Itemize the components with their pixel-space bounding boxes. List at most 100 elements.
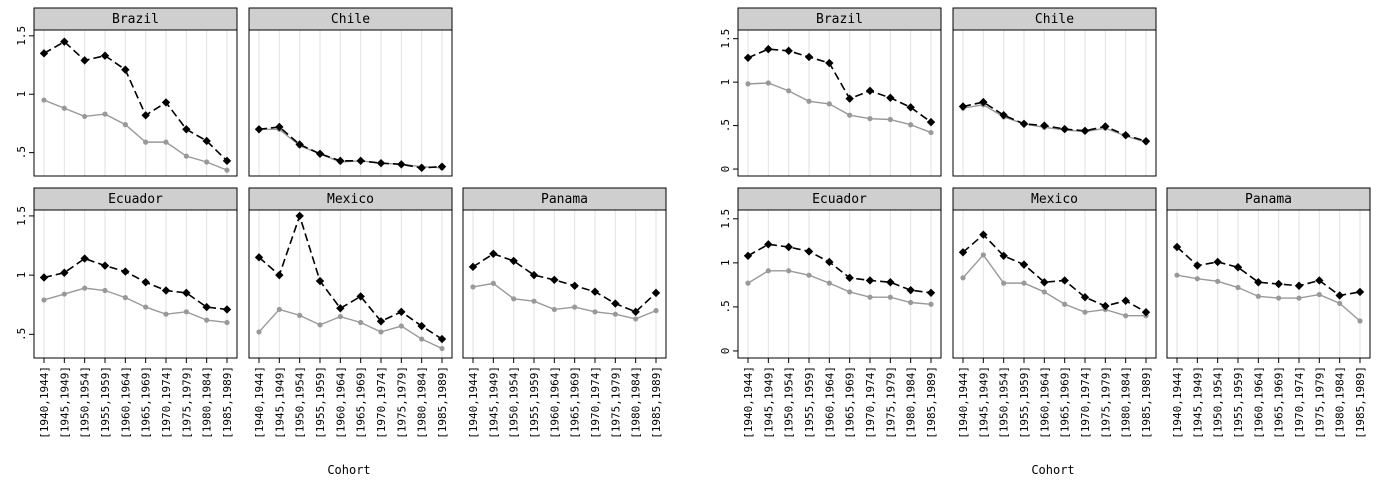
point-solid xyxy=(1041,289,1047,295)
point-dashed xyxy=(254,253,264,262)
point-solid xyxy=(847,289,853,295)
point-dashed xyxy=(1254,278,1263,287)
point-dashed xyxy=(80,56,89,65)
point-solid xyxy=(183,309,189,315)
point-dashed xyxy=(825,257,834,267)
point-dashed xyxy=(1294,281,1304,290)
panel-title: Panama xyxy=(541,192,588,207)
point-dashed xyxy=(784,46,793,56)
x-tick-label: [1950,1954] xyxy=(508,366,521,439)
x-tick-label: [1980,1984] xyxy=(201,366,214,439)
series-line-solid xyxy=(43,287,228,324)
point-solid xyxy=(490,280,496,287)
x-tick-label: [1975,1979] xyxy=(180,366,193,439)
x-tick-label: [1960,1964] xyxy=(119,366,132,439)
point-solid xyxy=(1194,276,1200,282)
x-tick-label: [1970,1974] xyxy=(1079,366,1092,439)
x-axis-title: Cohort xyxy=(327,463,370,477)
point-dashed xyxy=(417,163,426,173)
y-tick-label: 1.5 xyxy=(719,29,732,49)
x-tick-label: [1945,1949] xyxy=(977,366,990,439)
point-dashed xyxy=(417,321,426,331)
x-tick-label: [1940,1944] xyxy=(957,366,970,439)
x-tick-label: [1985,1989] xyxy=(1354,366,1367,439)
point-solid xyxy=(1062,301,1068,307)
x-tick-label: [1980,1984] xyxy=(1120,366,1133,439)
point-dashed xyxy=(141,111,150,120)
point-dashed xyxy=(590,287,600,296)
point-solid xyxy=(887,294,893,300)
point-solid xyxy=(765,80,771,86)
x-tick-label: [1950,1954] xyxy=(783,366,796,439)
x-tick-label: [1980,1984] xyxy=(905,366,918,439)
x-tick-label: [1980,1984] xyxy=(1334,366,1347,439)
panel-title: Brazil xyxy=(816,12,863,27)
point-dashed xyxy=(295,140,304,149)
plot-frame xyxy=(33,29,238,177)
x-tick-label: [1945,1949] xyxy=(58,366,71,439)
series-line-dashed xyxy=(43,257,228,311)
plot-frame xyxy=(952,209,1157,359)
point-solid xyxy=(806,272,812,278)
point-dashed xyxy=(437,334,447,344)
point-solid xyxy=(82,285,88,291)
point-dashed xyxy=(275,122,284,132)
point-solid xyxy=(826,280,832,286)
point-dashed xyxy=(529,270,539,280)
point-solid xyxy=(612,311,618,317)
point-solid xyxy=(1021,280,1027,286)
point-dashed xyxy=(1141,307,1151,317)
point-solid xyxy=(1235,284,1241,291)
point-solid xyxy=(806,98,812,104)
x-tick-label: [1960,1964] xyxy=(823,366,836,439)
x-tick-label: [1970,1974] xyxy=(375,366,388,439)
x-tick-label: [1955,1959] xyxy=(1232,366,1245,439)
point-dashed xyxy=(764,240,773,249)
point-dashed xyxy=(1080,293,1090,302)
point-solid xyxy=(276,306,282,313)
point-dashed xyxy=(1060,124,1069,134)
y-tick-label: .5 xyxy=(719,300,732,313)
x-tick-label: [1970,1974] xyxy=(1293,366,1306,439)
point-dashed xyxy=(202,302,211,312)
series-line-solid xyxy=(259,128,443,169)
point-dashed xyxy=(1040,278,1049,287)
point-dashed xyxy=(570,281,579,290)
x-tick-label: [1945,1949] xyxy=(273,366,286,439)
point-dashed xyxy=(315,276,325,286)
series-line-solid xyxy=(472,282,657,320)
y-tick-label: .5 xyxy=(15,146,28,159)
point-solid xyxy=(419,336,425,342)
panel-ecuador: Ecuador .5 1 1.5 [1940,1944] [1945,1949] [1950… xyxy=(15,187,238,439)
point-dashed xyxy=(39,273,49,282)
point-solid xyxy=(980,252,986,258)
point-solid xyxy=(786,88,792,94)
point-solid xyxy=(826,101,832,107)
point-dashed xyxy=(1233,263,1243,272)
point-dashed xyxy=(397,160,406,169)
point-solid xyxy=(143,304,149,310)
panel-title: Chile xyxy=(331,12,370,27)
point-solid xyxy=(204,159,210,165)
series-line-solid xyxy=(1176,274,1361,322)
point-dashed xyxy=(161,98,171,107)
point-dashed xyxy=(376,158,386,168)
point-solid xyxy=(633,316,639,322)
point-dashed xyxy=(1335,291,1344,300)
panel-title: Chile xyxy=(1035,12,1074,27)
point-dashed xyxy=(886,93,895,102)
point-solid xyxy=(337,313,343,320)
point-solid xyxy=(786,268,792,274)
point-dashed xyxy=(161,286,171,295)
panel-chile: Chile xyxy=(248,7,453,177)
x-tick-label: [1975,1979] xyxy=(884,366,897,439)
point-solid xyxy=(1357,318,1363,324)
y-tick-label: 0 xyxy=(719,348,732,355)
point-dashed xyxy=(295,211,304,221)
x-tick-label: [1955,1959] xyxy=(528,366,541,439)
x-tick-label: [1965,1969] xyxy=(844,366,857,439)
point-solid xyxy=(960,275,966,281)
point-dashed xyxy=(121,65,130,74)
y-tick-label: 1 xyxy=(719,260,732,267)
